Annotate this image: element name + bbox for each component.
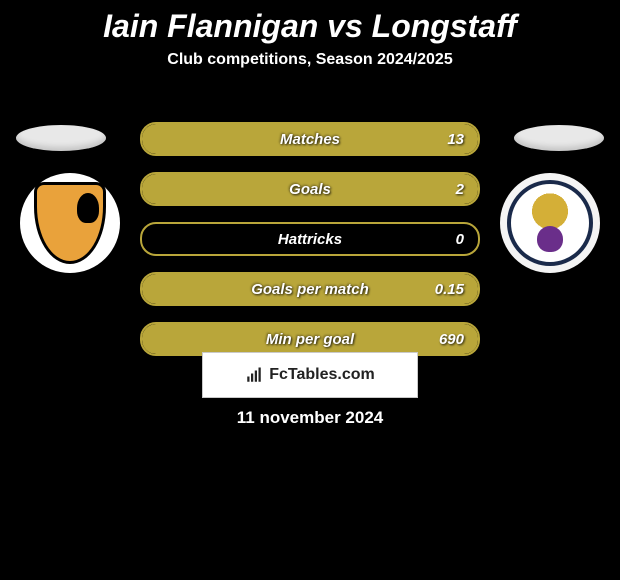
stat-row-goals: Goals 2 [140,172,480,206]
page-subtitle: Club competitions, Season 2024/2025 [0,51,620,69]
stat-label: Matches [142,131,478,148]
player-photo-placeholder-left [16,125,106,151]
club-crest-right [500,173,600,273]
stat-value: 0 [456,231,464,248]
thistle-icon [507,180,593,266]
brand-text: FcTables.com [269,366,375,384]
stat-label: Min per goal [142,331,478,348]
page-title: Iain Flannigan vs Longstaff [0,0,620,45]
stat-value: 2 [456,181,464,198]
stat-row-matches: Matches 13 [140,122,480,156]
brand-badge[interactable]: FcTables.com [202,352,418,398]
stat-value: 13 [447,131,464,148]
stat-label: Goals [142,181,478,198]
snapshot-date: 11 november 2024 [0,408,620,428]
player-photo-placeholder-right [514,125,604,151]
stat-value: 0.15 [435,281,464,298]
stat-value: 690 [439,331,464,348]
stat-row-hattricks: Hattricks 0 [140,222,480,256]
shield-icon [34,182,106,264]
stats-list: Matches 13 Goals 2 Hattricks 0 Goals per… [140,122,480,372]
stat-label: Goals per match [142,281,478,298]
stat-label: Hattricks [142,231,478,248]
stat-row-goals-per-match: Goals per match 0.15 [140,272,480,306]
club-crest-left [20,173,120,273]
bar-chart-icon [245,366,263,384]
comparison-card: Iain Flannigan vs Longstaff Club competi… [0,0,620,580]
stat-row-min-per-goal: Min per goal 690 [140,322,480,356]
